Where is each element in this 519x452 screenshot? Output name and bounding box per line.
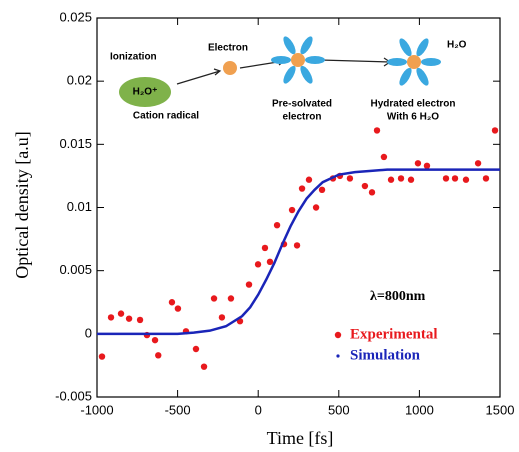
petal <box>399 38 412 57</box>
annotation: Electron <box>208 43 248 54</box>
data-point <box>125 315 133 322</box>
petal <box>387 58 407 66</box>
electron <box>291 53 305 67</box>
data-point <box>407 176 415 183</box>
data-point <box>451 175 459 182</box>
y-tick-label: 0.02 <box>67 73 92 88</box>
data-point <box>387 176 395 183</box>
x-tick-label: 500 <box>328 402 350 417</box>
data-point <box>397 175 405 182</box>
data-point <box>368 189 376 196</box>
x-tick-label: 1500 <box>486 402 515 417</box>
annotation: H₂O⁺ <box>133 87 158 98</box>
data-point <box>491 127 499 134</box>
legend-marker <box>334 331 342 339</box>
annotation: Cation radical <box>133 111 199 122</box>
petal <box>305 56 325 64</box>
annotation: With 6 H₂O <box>387 112 439 123</box>
data-point <box>305 176 313 183</box>
data-point <box>261 244 269 252</box>
x-tick-label: -1000 <box>80 402 113 417</box>
data-point <box>254 261 262 268</box>
data-point <box>312 204 320 211</box>
molecule <box>119 77 171 107</box>
line <box>97 168 500 336</box>
data-point <box>136 316 144 324</box>
y-tick-label: 0.015 <box>59 136 92 151</box>
data-point <box>192 345 200 353</box>
data-point <box>168 299 176 306</box>
y-tick-label: -0.005 <box>55 388 92 403</box>
data-point <box>227 295 235 302</box>
petal <box>416 67 429 86</box>
annotation: Ionization <box>110 52 157 63</box>
data-point <box>245 281 253 288</box>
x-tick-label: 1000 <box>405 402 434 417</box>
x-tick-label: -500 <box>165 402 191 417</box>
data-point <box>293 242 301 249</box>
annotation: Hydrated electron <box>370 99 455 110</box>
annotation: H₂O <box>447 40 467 51</box>
annotation: electron <box>283 112 322 123</box>
data-point <box>298 185 306 192</box>
y-tick-label: 0 <box>85 325 92 340</box>
data-point <box>151 336 159 344</box>
data-point <box>107 314 115 321</box>
data-point <box>380 153 388 161</box>
electron <box>223 61 237 75</box>
legend-label: Experimental <box>350 326 438 342</box>
annotation: λ=800nm <box>370 289 426 304</box>
data-point <box>346 175 354 182</box>
data-point <box>266 258 274 266</box>
x-axis-label: Time [fs] <box>267 428 334 448</box>
petal <box>300 65 313 84</box>
data-point <box>423 162 431 170</box>
legend-marker <box>336 354 340 358</box>
petal <box>300 36 313 55</box>
y-tick-label: 0.025 <box>59 9 92 24</box>
data-point <box>442 175 450 182</box>
data-point <box>200 363 208 370</box>
data-point <box>462 176 470 183</box>
y-tick-label: 0.005 <box>59 262 92 277</box>
petal <box>283 65 296 84</box>
y-tick-label: 0.01 <box>67 199 92 214</box>
x-tick-label: 0 <box>255 402 262 417</box>
petal <box>271 56 291 64</box>
data-point <box>318 186 326 194</box>
petal <box>416 38 429 57</box>
data-point <box>273 221 281 229</box>
data-point <box>98 353 106 360</box>
petal <box>421 58 441 66</box>
data-point <box>288 206 296 214</box>
y-axis-label: Optical density [a.u] <box>12 131 32 278</box>
legend-label: Simulation <box>350 347 421 363</box>
petal <box>399 67 412 86</box>
flowers <box>271 36 441 86</box>
data-point <box>117 310 125 317</box>
data-point <box>218 314 226 321</box>
data-point <box>174 305 182 312</box>
data-point <box>373 127 381 134</box>
data-point <box>210 295 218 302</box>
annotation: Pre-solvated <box>272 99 332 110</box>
data-point <box>361 182 369 190</box>
data-point <box>155 352 162 359</box>
petal <box>283 36 296 55</box>
data-point <box>474 160 482 167</box>
inset-diagram: Ionization H₂O⁺ Cation radical Electron … <box>110 36 467 123</box>
data-point <box>414 160 422 167</box>
electron <box>407 55 421 69</box>
data-point <box>482 175 490 182</box>
